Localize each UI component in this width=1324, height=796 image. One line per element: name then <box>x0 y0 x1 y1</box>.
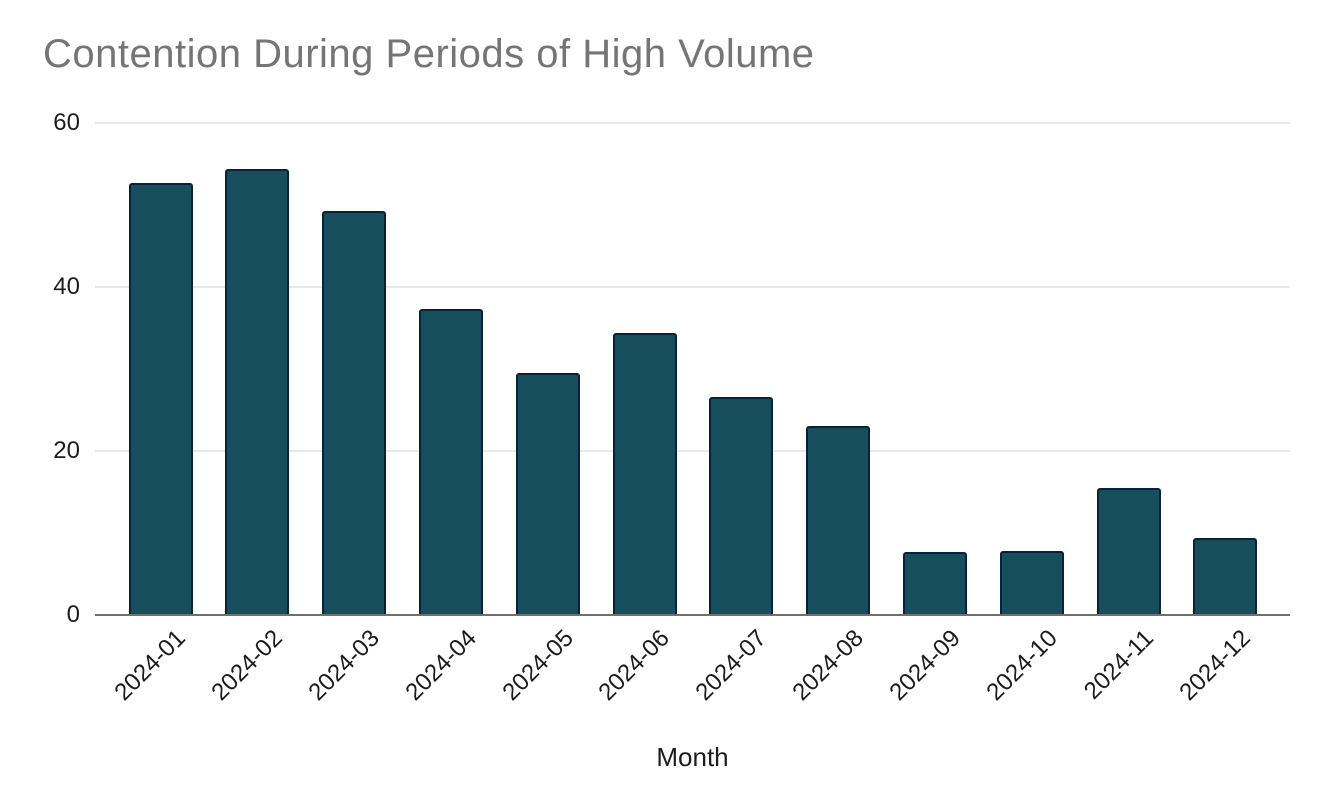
bar-2024-01[interactable] <box>128 182 193 615</box>
bar-2024-06[interactable] <box>612 332 677 615</box>
bar-2024-02[interactable] <box>225 168 290 615</box>
bar-2024-11[interactable] <box>1096 487 1161 615</box>
x-axis-tick-label-2024-01: 2024-01 <box>109 624 192 706</box>
bar-2024-08[interactable] <box>806 426 871 615</box>
x-axis-tick-label-2024-08: 2024-08 <box>787 624 869 706</box>
x-axis-tick-label-2024-10: 2024-10 <box>981 624 1063 706</box>
x-axis-tick-label-2024-06: 2024-06 <box>593 624 676 706</box>
bar-2024-12[interactable] <box>1193 537 1258 615</box>
x-axis-tick-label-2024-02: 2024-02 <box>206 624 288 706</box>
bar-2024-09[interactable] <box>902 551 967 615</box>
y-axis-tick-label-40: 40 <box>53 273 80 300</box>
y-axis-tick-label-0: 0 <box>66 601 80 628</box>
gridline-y20 <box>95 450 1290 452</box>
bar-2024-05[interactable] <box>515 373 580 615</box>
gridline-y40 <box>95 286 1290 288</box>
x-axis-title: Month <box>656 742 729 772</box>
x-axis-tick-label-2024-11: 2024-11 <box>1079 624 1160 705</box>
x-axis-tick-label-2024-09: 2024-09 <box>884 624 966 706</box>
plot-area <box>95 122 1290 616</box>
chart-title: Contention During Periods of High Volume <box>43 32 815 76</box>
x-axis-tick-label-2024-04: 2024-04 <box>400 624 482 706</box>
x-axis-tick-label-2024-05: 2024-05 <box>497 624 579 706</box>
x-axis-tick-label-2024-07: 2024-07 <box>690 624 772 706</box>
y-axis-tick-label-20: 20 <box>53 437 80 464</box>
x-axis-line <box>95 614 1290 616</box>
bar-2024-04[interactable] <box>418 309 483 615</box>
x-axis-tick-label-2024-12: 2024-12 <box>1174 624 1256 706</box>
bar-2024-03[interactable] <box>322 210 387 615</box>
bar-2024-10[interactable] <box>999 551 1064 615</box>
x-axis-tick-label-2024-03: 2024-03 <box>303 624 385 706</box>
bar-2024-07[interactable] <box>709 396 774 615</box>
gridline-y60 <box>95 122 1290 124</box>
y-axis-tick-label-60: 60 <box>53 109 80 136</box>
